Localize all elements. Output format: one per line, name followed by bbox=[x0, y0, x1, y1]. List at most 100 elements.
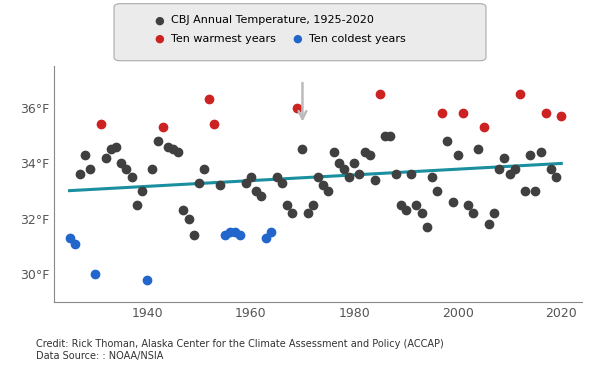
Point bbox=[437, 110, 447, 116]
Point bbox=[163, 144, 173, 149]
Point bbox=[365, 152, 374, 158]
Point bbox=[189, 232, 199, 238]
Point bbox=[551, 174, 561, 180]
Text: CBJ Annual Temperature, 1925-2020: CBJ Annual Temperature, 1925-2020 bbox=[171, 15, 374, 25]
Point bbox=[396, 202, 406, 208]
Point bbox=[530, 188, 540, 194]
Point bbox=[230, 230, 240, 236]
Point bbox=[355, 171, 364, 177]
Point bbox=[339, 166, 349, 172]
Point bbox=[380, 132, 390, 138]
Point bbox=[432, 188, 442, 194]
Point bbox=[463, 202, 473, 208]
Point bbox=[272, 174, 281, 180]
Point bbox=[127, 174, 136, 180]
Point bbox=[443, 138, 452, 144]
Point bbox=[489, 210, 499, 216]
Point bbox=[215, 183, 224, 188]
Point bbox=[116, 160, 126, 166]
Point bbox=[168, 146, 178, 152]
Point bbox=[329, 149, 338, 155]
Point bbox=[179, 208, 188, 213]
Point bbox=[241, 180, 250, 185]
Point bbox=[184, 216, 193, 222]
Point bbox=[510, 166, 520, 172]
Point bbox=[298, 146, 307, 152]
Point bbox=[75, 171, 85, 177]
Point bbox=[220, 232, 230, 238]
Point bbox=[500, 155, 509, 160]
Point bbox=[287, 210, 297, 216]
Point bbox=[142, 277, 152, 283]
Point bbox=[148, 166, 157, 172]
Point bbox=[65, 235, 74, 241]
Point bbox=[80, 152, 90, 158]
Text: ●: ● bbox=[154, 15, 164, 25]
Point bbox=[526, 152, 535, 158]
Text: ●: ● bbox=[154, 33, 164, 44]
Point bbox=[122, 166, 131, 172]
Point bbox=[484, 221, 494, 227]
Point bbox=[225, 230, 235, 236]
Point bbox=[386, 132, 395, 138]
Point bbox=[303, 210, 313, 216]
Point bbox=[344, 174, 354, 180]
Point bbox=[412, 202, 421, 208]
Point bbox=[256, 194, 266, 199]
Point bbox=[262, 235, 271, 241]
Point bbox=[370, 177, 380, 183]
Point bbox=[376, 91, 385, 97]
Point bbox=[153, 138, 163, 144]
Point bbox=[406, 171, 416, 177]
Point bbox=[349, 160, 359, 166]
Point bbox=[132, 202, 142, 208]
Point bbox=[427, 174, 437, 180]
Point bbox=[173, 149, 183, 155]
Point bbox=[85, 166, 95, 172]
Point bbox=[448, 199, 457, 205]
Point bbox=[401, 208, 411, 213]
Point bbox=[458, 110, 468, 116]
Point bbox=[479, 124, 488, 130]
Point bbox=[313, 174, 323, 180]
Point bbox=[453, 152, 463, 158]
Point bbox=[469, 210, 478, 216]
Point bbox=[515, 91, 524, 97]
Text: Ten warmest years: Ten warmest years bbox=[171, 33, 276, 44]
Point bbox=[205, 96, 214, 102]
Point bbox=[520, 188, 530, 194]
Point bbox=[422, 224, 431, 230]
Point bbox=[546, 166, 556, 172]
Point bbox=[266, 230, 276, 236]
Point bbox=[96, 121, 106, 127]
Point bbox=[282, 202, 292, 208]
Point bbox=[473, 146, 483, 152]
Point bbox=[292, 105, 302, 111]
Point bbox=[494, 166, 504, 172]
Point bbox=[194, 180, 204, 185]
Point bbox=[556, 113, 566, 119]
Point bbox=[541, 110, 551, 116]
Point bbox=[536, 149, 545, 155]
Point bbox=[112, 144, 121, 149]
Text: ●: ● bbox=[292, 33, 302, 44]
Point bbox=[334, 160, 344, 166]
Point bbox=[101, 155, 110, 160]
Point bbox=[391, 171, 400, 177]
Point bbox=[319, 183, 328, 188]
Point bbox=[137, 188, 147, 194]
Point bbox=[91, 271, 100, 277]
Point bbox=[246, 174, 256, 180]
Point bbox=[417, 210, 427, 216]
Text: Ten coldest years: Ten coldest years bbox=[309, 33, 406, 44]
Point bbox=[277, 180, 287, 185]
Point bbox=[70, 241, 80, 247]
Point bbox=[323, 188, 333, 194]
Point bbox=[199, 166, 209, 172]
Text: Credit: Rick Thoman, Alaska Center for the Climate Assessment and Policy (ACCAP): Credit: Rick Thoman, Alaska Center for t… bbox=[36, 339, 444, 361]
Point bbox=[209, 121, 219, 127]
Point bbox=[251, 188, 260, 194]
Point bbox=[236, 232, 245, 238]
Point bbox=[106, 146, 116, 152]
Point bbox=[158, 124, 167, 130]
